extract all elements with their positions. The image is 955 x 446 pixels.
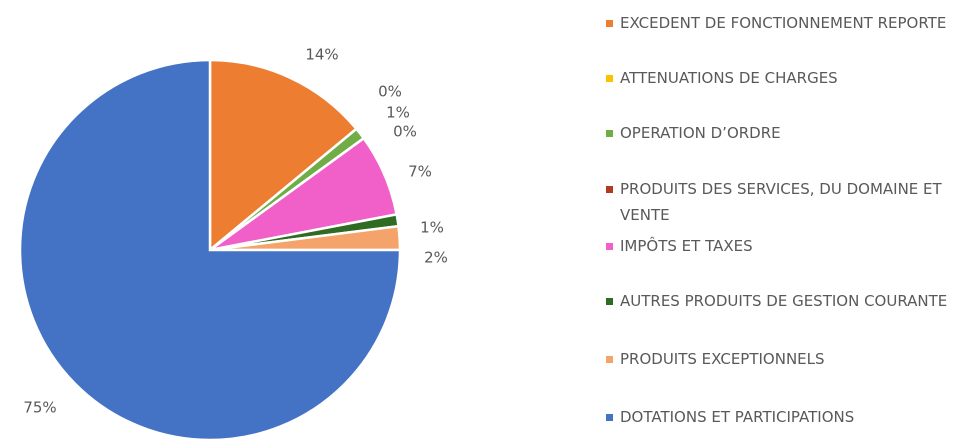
data-label: 1% <box>386 104 410 122</box>
data-label: 14% <box>305 46 338 64</box>
legend-swatch <box>606 243 613 250</box>
data-label: 7% <box>408 163 432 181</box>
legend-entry: AUTRES PRODUITS DE GESTION COURANTE <box>604 288 949 314</box>
legend-entry: EXCEDENT DE FONCTIONNEMENT REPORTE <box>604 10 949 36</box>
legend-swatch <box>606 130 613 137</box>
legend-swatch <box>606 20 613 27</box>
legend-entry: OPERATION D’ORDRE <box>604 120 949 146</box>
legend-swatch <box>606 186 613 193</box>
legend-entry: PRODUITS DES SERVICES, DU DOMAINE ET VEN… <box>604 176 949 228</box>
legend-label: IMPÔTS ET TAXES <box>620 237 753 255</box>
legend-swatch <box>606 356 613 363</box>
data-label: 0% <box>378 83 402 101</box>
pie-slice <box>208 58 359 253</box>
legend-label: EXCEDENT DE FONCTIONNEMENT REPORTE <box>620 14 947 32</box>
data-label: 1% <box>420 219 444 237</box>
data-label: 2% <box>424 249 448 267</box>
legend-label: PRODUITS DES SERVICES, DU DOMAINE ET VEN… <box>620 180 942 224</box>
legend-swatch <box>606 75 613 82</box>
data-label: 75% <box>23 399 56 417</box>
pie-area: 14%0%1%0%7%1%2%75% <box>18 46 448 442</box>
legend-entry: PRODUITS EXCEPTIONNELS <box>604 346 949 372</box>
legend-label: PRODUITS EXCEPTIONNELS <box>620 350 825 368</box>
legend-label: ATTENUATIONS DE CHARGES <box>620 69 838 87</box>
legend-entry: IMPÔTS ET TAXES <box>604 233 949 259</box>
legend-swatch <box>606 414 613 421</box>
legend-label: AUTRES PRODUITS DE GESTION COURANTE <box>620 292 948 310</box>
pie-slice <box>18 58 402 442</box>
legend-entry: ATTENUATIONS DE CHARGES <box>604 65 949 91</box>
legend-label: OPERATION D’ORDRE <box>620 124 781 142</box>
data-label: 0% <box>393 123 417 141</box>
legend-label: DOTATIONS ET PARTICIPATIONS <box>620 408 855 426</box>
legend-entry: DOTATIONS ET PARTICIPATIONS <box>604 404 949 430</box>
legend-swatch <box>606 298 613 305</box>
